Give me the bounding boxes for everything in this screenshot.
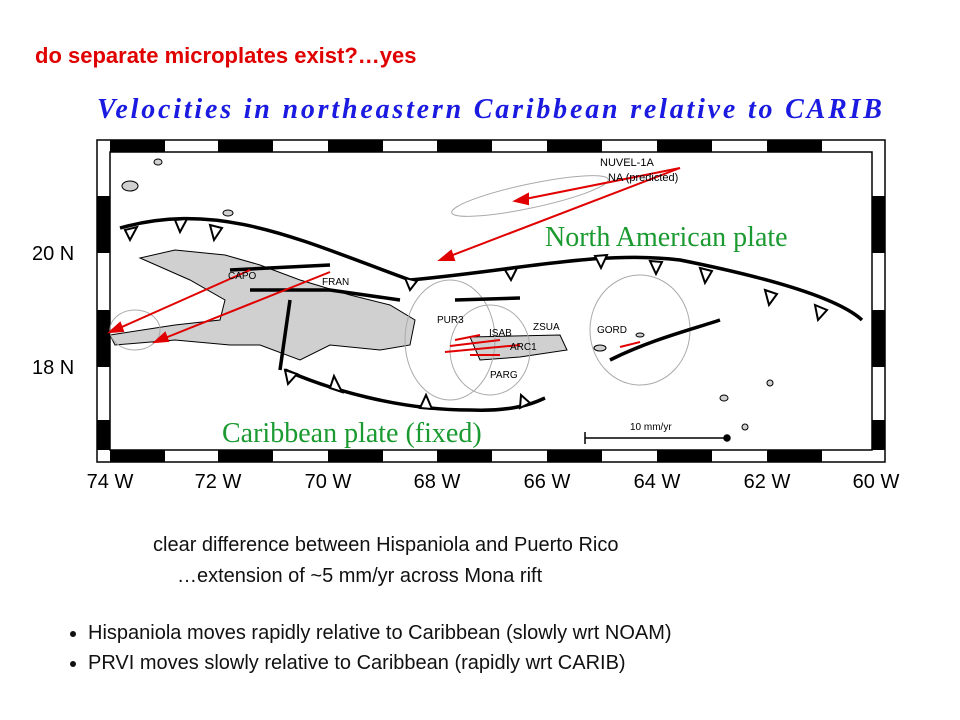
x-label: 66 W [524,471,571,493]
velocity-arrows [107,167,681,356]
station-label: ISAB [489,328,512,339]
x-axis-labels: 74 W 72 W 70 W 68 W 66 W 64 W 62 W 60 W [87,471,900,493]
figure-title: Velocities in northeastern Caribbean rel… [97,94,882,125]
station-label: FRAN [322,277,349,288]
x-label: 60 W [853,471,900,493]
scale-bar [584,432,731,444]
station-label: CAPO [228,271,257,282]
plate-label: Caribbean plate (fixed) [222,418,482,449]
bullet: Hispaniola moves rapidly relative to Car… [88,618,672,648]
slide-title: do separate microplates exist?…yes [35,43,417,68]
bullet: PRVI moves slowly relative to Caribbean … [88,648,672,678]
model-label: NUVEL-1A [600,157,654,169]
x-label: 68 W [414,471,461,493]
x-label: 70 W [305,471,352,493]
scale-label: 10 mm/yr [630,422,672,433]
plate-label: North American plate [545,222,788,253]
note: …extension of ~5 mm/yr across Mona rift [177,565,543,587]
station-label: ARC1 [510,342,537,353]
station-label: GORD [597,325,627,336]
map-frame [96,139,886,463]
station-label: PARG [490,370,518,381]
x-label: 72 W [195,471,242,493]
station-labels: CAPO FRAN PUR3 ZSUA ISAB ARC1 GORD PARG [228,271,627,381]
x-label: 74 W [87,471,134,493]
thrust-teeth [123,217,829,411]
land [109,158,774,431]
x-label: 62 W [744,471,791,493]
y-label: 20 N [32,243,74,265]
station-label: ZSUA [533,322,560,333]
note: clear difference between Hispaniola and … [153,534,619,556]
station-label: PUR3 [437,315,464,326]
bullet-list: Hispaniola moves rapidly relative to Car… [70,618,672,678]
model-label: NA (predicted) [608,172,678,184]
x-label: 64 W [634,471,681,493]
y-label: 18 N [32,357,74,379]
